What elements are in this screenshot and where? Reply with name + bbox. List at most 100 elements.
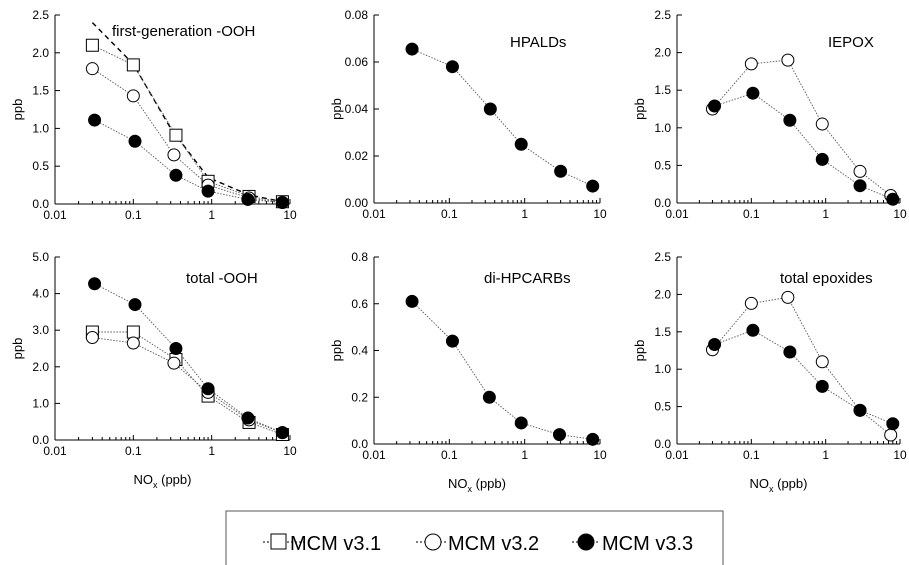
x-tick-label: 0.01 [43, 208, 67, 222]
y-tick-label: 1.5 [32, 84, 49, 98]
series-line [92, 44, 283, 203]
x-tick-label: 0.1 [441, 207, 458, 221]
x-tick-label: 10 [893, 448, 907, 462]
x-axis-label: NOx (ppb) [448, 476, 506, 494]
panel-total-ooh: 0.0 1.0 2.0 3.0 4.0 5.0 0.01 0.1 1 10 ppb NOx (ppb)… [10, 250, 297, 490]
series-line [411, 301, 593, 440]
data-point-filled-circle [275, 426, 289, 440]
data-point-square [126, 325, 140, 339]
x-tick-label: 10 [593, 207, 607, 221]
y-tick-label: 0.04 [345, 102, 369, 116]
series-line [714, 329, 893, 425]
data-point-filled-circle [783, 113, 797, 127]
y-tick-label: 3.0 [32, 323, 49, 337]
legend-label: MCM v3.3 [602, 533, 693, 555]
data-point-filled-circle [445, 60, 459, 74]
y-tick-label: 0.0 [654, 196, 671, 210]
legend-label: MCM v3.2 [448, 533, 539, 555]
x-tick-label: 0.1 [743, 448, 760, 462]
x-axis-label: NOx (ppb) [134, 472, 192, 490]
x-tick-label: 0.01 [665, 448, 689, 462]
panel-title: IEPOX [828, 34, 874, 51]
data-point-filled-circle [405, 42, 419, 56]
data-point-filled-circle [853, 179, 867, 193]
data-point-filled-circle [201, 184, 215, 198]
data-point-open-circle [884, 428, 898, 442]
x-tick-label: 1 [822, 448, 829, 462]
y-tick-label: 2.0 [654, 287, 671, 301]
data-point-filled-circle [241, 411, 255, 425]
data-point-filled-circle [514, 416, 528, 430]
open-circle-marker-icon [424, 533, 442, 551]
panel-total-epoxides: 0.0 0.5 1.0 1.5 2.0 2.5 0.01 0.1 1 10 ppb NOx (ppb)… [632, 250, 907, 494]
x-tick-label: 0.01 [665, 207, 689, 221]
x-tick-label: 1 [208, 208, 215, 222]
data-point-filled-circle [708, 99, 722, 113]
data-point-filled-circle [169, 342, 183, 355]
y-tick-label: 5.0 [32, 250, 49, 264]
x-tick-label: 0.1 [125, 444, 142, 458]
data-point-filled-circle [886, 192, 900, 206]
data-point-filled-circle [853, 403, 867, 417]
data-point-open-circle [781, 290, 795, 304]
x-tick-label: 0.01 [362, 448, 386, 462]
y-tick-label: 0.5 [654, 158, 671, 172]
panel-title: total -OOH [186, 270, 258, 287]
data-point-open-circle [744, 57, 758, 71]
y-tick-label: 0.0 [32, 433, 49, 447]
panel-title: total epoxides [780, 270, 873, 287]
data-point-filled-circle [275, 195, 289, 209]
data-point-filled-circle [553, 428, 567, 442]
y-tick-label: 1.5 [654, 83, 671, 97]
data-point-filled-circle [815, 152, 829, 166]
panel-title: HPALDs [510, 34, 566, 51]
data-point-filled-circle [483, 102, 497, 116]
series-line [714, 92, 893, 200]
y-tick-label: 0.02 [345, 149, 369, 163]
series-line [712, 59, 891, 196]
y-axis-label: ppb [10, 338, 25, 360]
data-point-filled-circle [241, 192, 255, 206]
legend-box [225, 510, 724, 565]
data-point-filled-circle [708, 338, 722, 352]
panel-title: di-HPCARBs [484, 270, 571, 287]
y-tick-label: 0.4 [351, 344, 368, 358]
data-point-filled-circle [201, 382, 215, 396]
filled-circle-marker-icon [577, 533, 595, 551]
data-point-filled-circle [514, 137, 528, 151]
data-point-open-circle [815, 355, 829, 369]
data-point-open-circle [126, 89, 140, 103]
y-tick-label: 2.5 [654, 8, 671, 22]
y-tick-label: 0.06 [345, 55, 369, 69]
x-tick-label: 0.1 [441, 448, 458, 462]
data-point-open-circle [744, 296, 758, 310]
y-tick-label: 0.0 [32, 197, 49, 211]
data-point-filled-circle [815, 379, 829, 393]
y-tick-label: 0.8 [351, 250, 368, 264]
y-tick-label: 2.0 [654, 46, 671, 60]
x-tick-label: 1 [822, 207, 829, 221]
data-point-open-circle [85, 62, 99, 76]
y-axis-label: ppb [632, 340, 647, 362]
data-point-filled-circle [405, 294, 419, 308]
data-point-filled-circle [746, 86, 760, 100]
x-tick-label: 10 [893, 207, 907, 221]
x-tick-label: 10 [593, 448, 607, 462]
data-point-square [126, 58, 140, 72]
y-tick-label: 1.0 [654, 362, 671, 376]
dashed-series-line [91, 22, 283, 203]
x-axis-label: NOx (ppb) [750, 476, 808, 494]
data-point-open-circle [167, 356, 181, 370]
data-point-square [85, 38, 99, 52]
square-marker-icon [270, 533, 287, 550]
x-tick-label: 0.1 [125, 208, 142, 222]
y-tick-label: 2.5 [654, 250, 671, 264]
data-point-filled-circle [445, 334, 459, 348]
y-tick-label: 1.0 [654, 121, 671, 135]
series-line [411, 48, 593, 187]
data-point-filled-circle [886, 417, 900, 431]
x-tick-label: 10 [283, 444, 297, 458]
data-point-open-circle [85, 331, 99, 345]
data-point-filled-circle [586, 179, 600, 193]
panel-title: first-generation -OOH [112, 23, 255, 40]
